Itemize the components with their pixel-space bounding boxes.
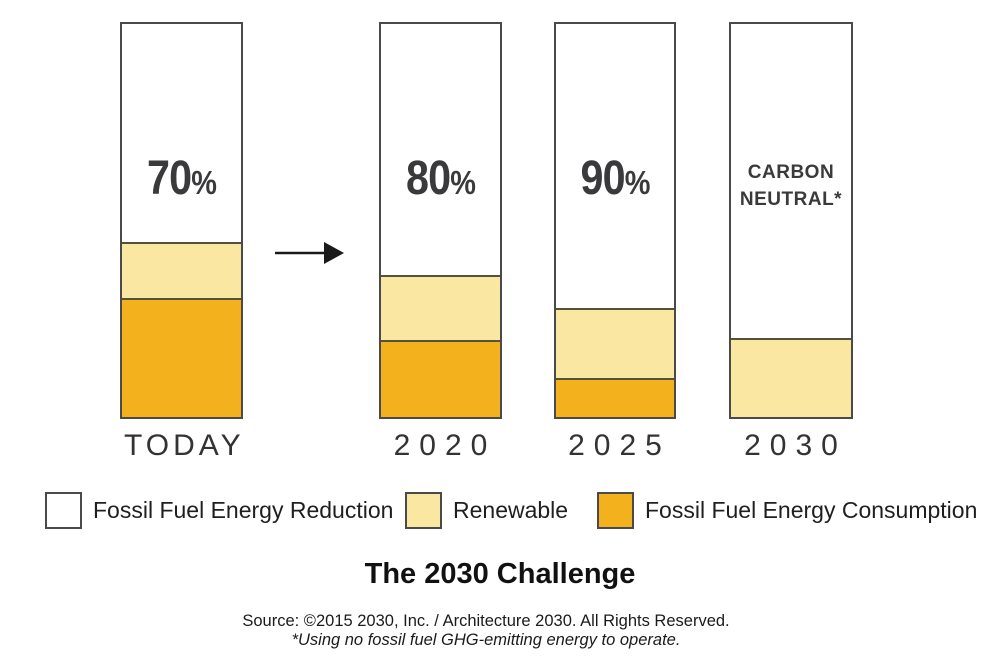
percent-sign: %: [191, 165, 217, 202]
legend-item-reduction: Fossil Fuel Energy Reduction: [45, 492, 393, 529]
bar-annotation-2030: CARBON NEUTRAL*: [739, 162, 843, 210]
bar-label-today: TODAY: [124, 429, 245, 462]
legend-item-consumption: Fossil Fuel Energy Consumption: [597, 492, 977, 529]
bar-2020: 80%: [379, 22, 502, 419]
bar-label-2020: 2020: [393, 429, 497, 462]
segment-renewable: [556, 307, 674, 379]
legend-label-reduction: Fossil Fuel Energy Reduction: [93, 497, 394, 523]
segment-reduction: [381, 24, 500, 276]
source-text: Source: ©2015 2030, Inc. / Architecture …: [242, 612, 730, 630]
segment-renewable: [122, 242, 241, 299]
legend-label-consumption: Fossil Fuel Energy Consumption: [645, 497, 978, 523]
chart-title: The 2030 Challenge: [364, 558, 636, 590]
percent-sign: %: [624, 165, 651, 202]
legend-item-renewable: Renewable: [405, 492, 568, 529]
bar-annotation-2025: 90%: [580, 152, 651, 205]
segment-consumption: [122, 298, 241, 417]
arrow-right-icon: [275, 242, 344, 264]
legend-swatch-consumption: [597, 492, 634, 529]
bar-annotation-today: 70%: [146, 152, 217, 205]
percent-sign: %: [450, 165, 476, 202]
segment-renewable: [381, 275, 500, 340]
footnote-text: *Using no fossil fuel GHG-emitting energ…: [291, 631, 681, 649]
bar-label-2025: 2025: [568, 429, 671, 462]
legend: Fossil Fuel Energy Reduction Renewable Fos…: [0, 492, 1000, 532]
bar-2030: CARBON NEUTRAL*: [729, 22, 853, 419]
bar-2025: 90%: [554, 22, 676, 419]
segment-reduction: [731, 24, 851, 338]
segment-consumption: [556, 378, 674, 417]
bar-today: 70%: [120, 22, 243, 419]
segment-renewable: [731, 337, 851, 417]
segment-reduction: [122, 24, 241, 243]
segment-consumption: [381, 339, 500, 417]
legend-swatch-renewable: [405, 492, 442, 529]
bar-label-2030: 2030: [744, 429, 847, 462]
bar-annotation-2020: 80%: [405, 152, 476, 205]
segment-reduction: [556, 24, 674, 308]
legend-label-renewable: Renewable: [453, 497, 569, 523]
legend-swatch-reduction: [45, 492, 82, 529]
